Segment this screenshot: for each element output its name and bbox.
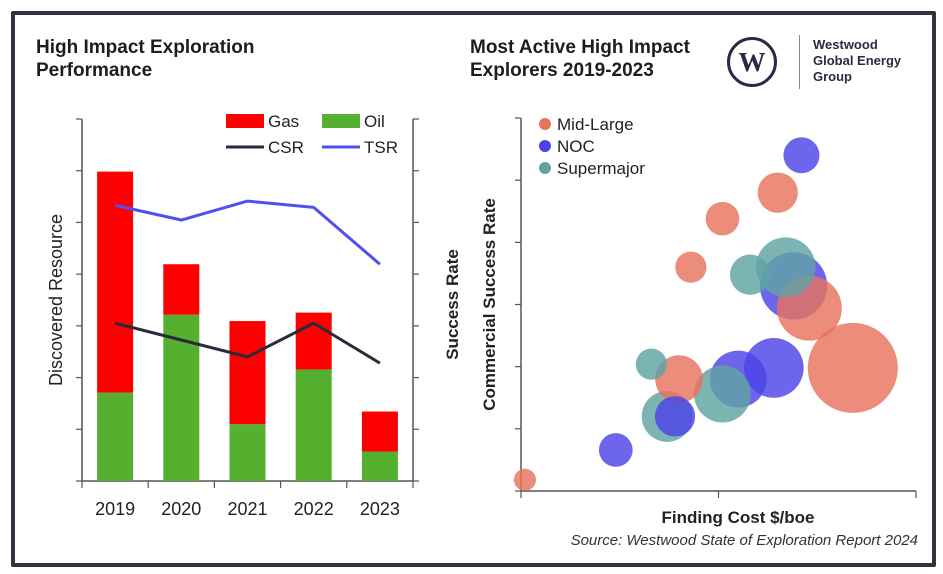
left-title-line-1: High Impact Exploration xyxy=(36,37,255,58)
left-chart-title: High Impact Exploration Performance xyxy=(36,36,255,82)
bar-oil-2019 xyxy=(97,392,134,481)
bubble-mid-large xyxy=(655,355,703,403)
bubble-y-axis-label: Commercial Success Rate xyxy=(480,198,499,411)
right-chart-title: Most Active High Impact Explorers 2019-2… xyxy=(470,36,690,82)
discovered-resource-chart: 2019 2020 2021 2022 2023 Discovered Resource G… xyxy=(46,112,419,519)
bar-gas-2019 xyxy=(97,171,134,393)
legend-swatch-oil xyxy=(322,114,360,128)
bubble-noc xyxy=(783,137,820,174)
legend-dot-noc xyxy=(539,140,551,152)
legend-label-noc: NOC xyxy=(557,137,595,156)
legend-dot-mid-large xyxy=(539,118,551,130)
bubble-noc xyxy=(654,396,696,437)
bubble-noc xyxy=(598,433,633,467)
bar-gas-2022 xyxy=(295,312,332,370)
x-tick-label-2023: 2023 xyxy=(360,499,400,519)
source-note: Source: Westwood State of Exploration Re… xyxy=(570,532,918,549)
x-tick-label-2019: 2019 xyxy=(95,499,135,519)
line-tsr xyxy=(114,199,381,266)
y-axis-label: Discovered Resource xyxy=(46,214,66,386)
left-title-line-2: Performance xyxy=(36,60,153,81)
bar-oil-2023 xyxy=(361,451,398,481)
westwood-logo-mark: W xyxy=(727,37,777,87)
logo-text-line-3: Group xyxy=(813,69,852,84)
bubble-mid-large xyxy=(705,201,740,236)
legend-label-mid-large: Mid-Large xyxy=(557,115,634,134)
legend-label-csr: CSR xyxy=(268,138,304,157)
westwood-logo-text: Westwood Global Energy Group xyxy=(813,37,901,85)
bubble-supermajor xyxy=(729,254,771,295)
bubble-supermajor xyxy=(693,365,751,423)
logo-mark-letter: W xyxy=(738,46,766,77)
bar-gas-2021 xyxy=(229,321,266,425)
x-tick-label-2021: 2021 xyxy=(227,499,267,519)
bubble-mid-large xyxy=(513,468,536,491)
success-rate-axis-label: Success Rate xyxy=(443,249,462,360)
logo-text-line-2: Global Energy xyxy=(813,53,902,68)
explorers-bubble-chart: Mid-Large NOC Supermajor Commercial Success… xyxy=(443,115,917,527)
bubble-mid-large xyxy=(675,251,707,283)
legend-swatch-gas xyxy=(226,114,264,128)
x-tick-label-2020: 2020 xyxy=(161,499,201,519)
x-tick-label-2022: 2022 xyxy=(294,499,334,519)
legend-label-tsr: TSR xyxy=(364,138,398,157)
right-title-line-2: Explorers 2019-2023 xyxy=(470,60,654,81)
bar-gas-2020 xyxy=(163,264,200,315)
legend-label-supermajor: Supermajor xyxy=(557,159,645,178)
bubble-mid-large xyxy=(757,172,798,213)
bubble-x-axis-label: Finding Cost $/boe xyxy=(662,508,815,527)
legend-label-gas: Gas xyxy=(268,112,299,131)
bubble-mid-large xyxy=(807,322,898,413)
bar-oil-2022 xyxy=(295,369,332,481)
logo-divider xyxy=(799,35,800,89)
chart-frame xyxy=(11,11,936,567)
bar-gas-2023 xyxy=(361,411,398,452)
logo-text-line-1: Westwood xyxy=(813,37,878,52)
legend-label-oil: Oil xyxy=(364,112,385,131)
bubble-supermajor xyxy=(635,348,667,380)
legend-dot-supermajor xyxy=(539,162,551,174)
bar-oil-2021 xyxy=(229,424,266,481)
line-csr xyxy=(114,321,381,365)
right-title-line-1: Most Active High Impact xyxy=(470,37,690,58)
bubble-supermajor xyxy=(755,237,816,298)
